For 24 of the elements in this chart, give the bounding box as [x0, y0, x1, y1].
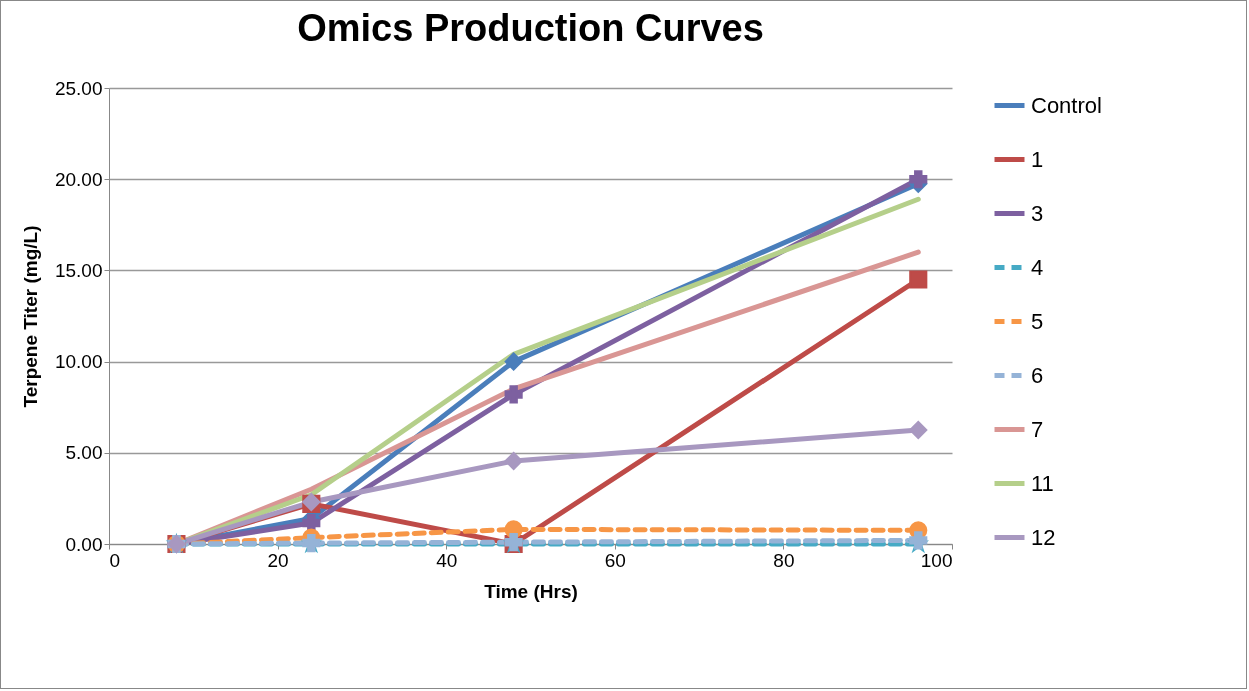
y-tick-label: 10.00 — [54, 351, 103, 373]
y-tick-label: 0.00 — [65, 533, 103, 555]
legend-label: 3 — [1031, 200, 1044, 226]
x-tick-label: 40 — [436, 549, 458, 571]
legend-label: 12 — [1031, 524, 1056, 550]
legend-label: 7 — [1031, 416, 1044, 442]
x-tick-label: 100 — [920, 549, 953, 571]
x-tick-label: 0 — [109, 549, 121, 571]
y-axis-title: Terpene Titer (mg/L) — [19, 225, 41, 408]
chart-title: Omics Production Curves — [297, 7, 764, 49]
legend-label: 1 — [1031, 146, 1044, 172]
legend-label: Control — [1031, 92, 1102, 118]
legend-label: 11 — [1031, 470, 1054, 496]
legend-label: 5 — [1031, 308, 1044, 334]
x-axis-title: Time (Hrs) — [484, 580, 578, 602]
x-tick-label: 60 — [604, 549, 626, 571]
y-tick-label: 5.00 — [65, 442, 103, 464]
legend-label: 6 — [1031, 362, 1044, 388]
y-tick-label: 20.00 — [54, 168, 103, 190]
x-tick-label: 80 — [773, 549, 795, 571]
y-tick-label: 25.00 — [54, 77, 103, 99]
legend-label: 4 — [1031, 254, 1044, 280]
y-tick-label: 15.00 — [54, 259, 103, 281]
x-tick-label: 20 — [267, 549, 289, 571]
